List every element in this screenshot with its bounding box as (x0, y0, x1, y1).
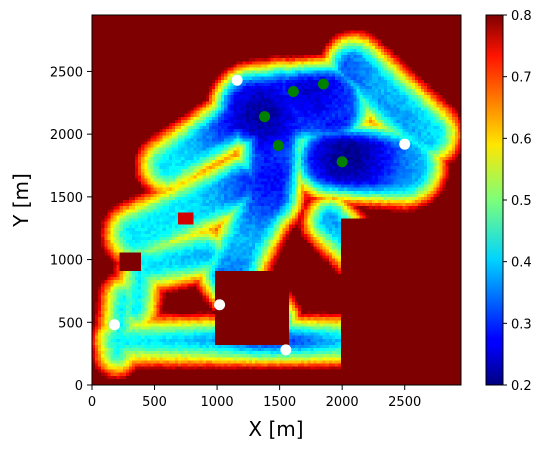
white-point (231, 74, 243, 86)
colorbar-tick-label: 0.7 (511, 71, 532, 86)
y-tick-label: 500 (58, 316, 83, 331)
x-tick-label: 1500 (263, 395, 296, 410)
x-axis-label: X [m] (248, 417, 303, 441)
colorbar-tick-label: 0.6 (511, 132, 532, 147)
heatmap-image (92, 15, 461, 385)
green-point (317, 78, 329, 90)
y-tick-label: 2000 (50, 128, 83, 143)
colorbar-tick-label: 0.3 (511, 317, 532, 332)
colorbar-gradient (486, 15, 503, 385)
y-tick-label: 1000 (50, 254, 83, 269)
heatmap-raster (92, 15, 461, 385)
colorbar-tick-label: 0.4 (511, 256, 532, 271)
colorbar: 0.2 0.3 0.4 0.5 0.6 0.7 0.8 (485, 9, 532, 394)
white-point (280, 344, 292, 356)
green-point (272, 139, 284, 151)
plot-frame (91, 14, 462, 386)
white-point (214, 299, 226, 311)
green-point (287, 86, 299, 98)
colorbar-ticks: 0.2 0.3 0.4 0.5 0.6 0.7 0.8 (503, 9, 532, 394)
x-tick-label: 500 (142, 395, 167, 410)
y-tick-label: 2500 (50, 65, 83, 80)
x-tick-label: 2500 (388, 395, 421, 410)
y-tick-label: 1500 (50, 191, 83, 206)
y-axis: 0 500 1000 1500 2000 2500 (50, 65, 92, 394)
y-tick-label: 0 (75, 379, 83, 394)
white-point (399, 138, 411, 150)
green-point (336, 156, 348, 168)
marker-layer (109, 74, 411, 356)
x-axis: 0 500 1000 1500 2000 2500 (88, 385, 421, 410)
colorbar-tick-label: 0.8 (511, 9, 532, 24)
colorbar-tick-label: 0.5 (511, 194, 532, 209)
x-tick-label: 2000 (326, 395, 359, 410)
x-tick-label: 0 (88, 395, 96, 410)
colorbar-tick-label: 0.2 (511, 379, 532, 394)
green-point (259, 111, 271, 123)
x-tick-label: 1000 (201, 395, 234, 410)
white-point (109, 319, 121, 331)
y-axis-label: Y [m] (9, 173, 33, 228)
